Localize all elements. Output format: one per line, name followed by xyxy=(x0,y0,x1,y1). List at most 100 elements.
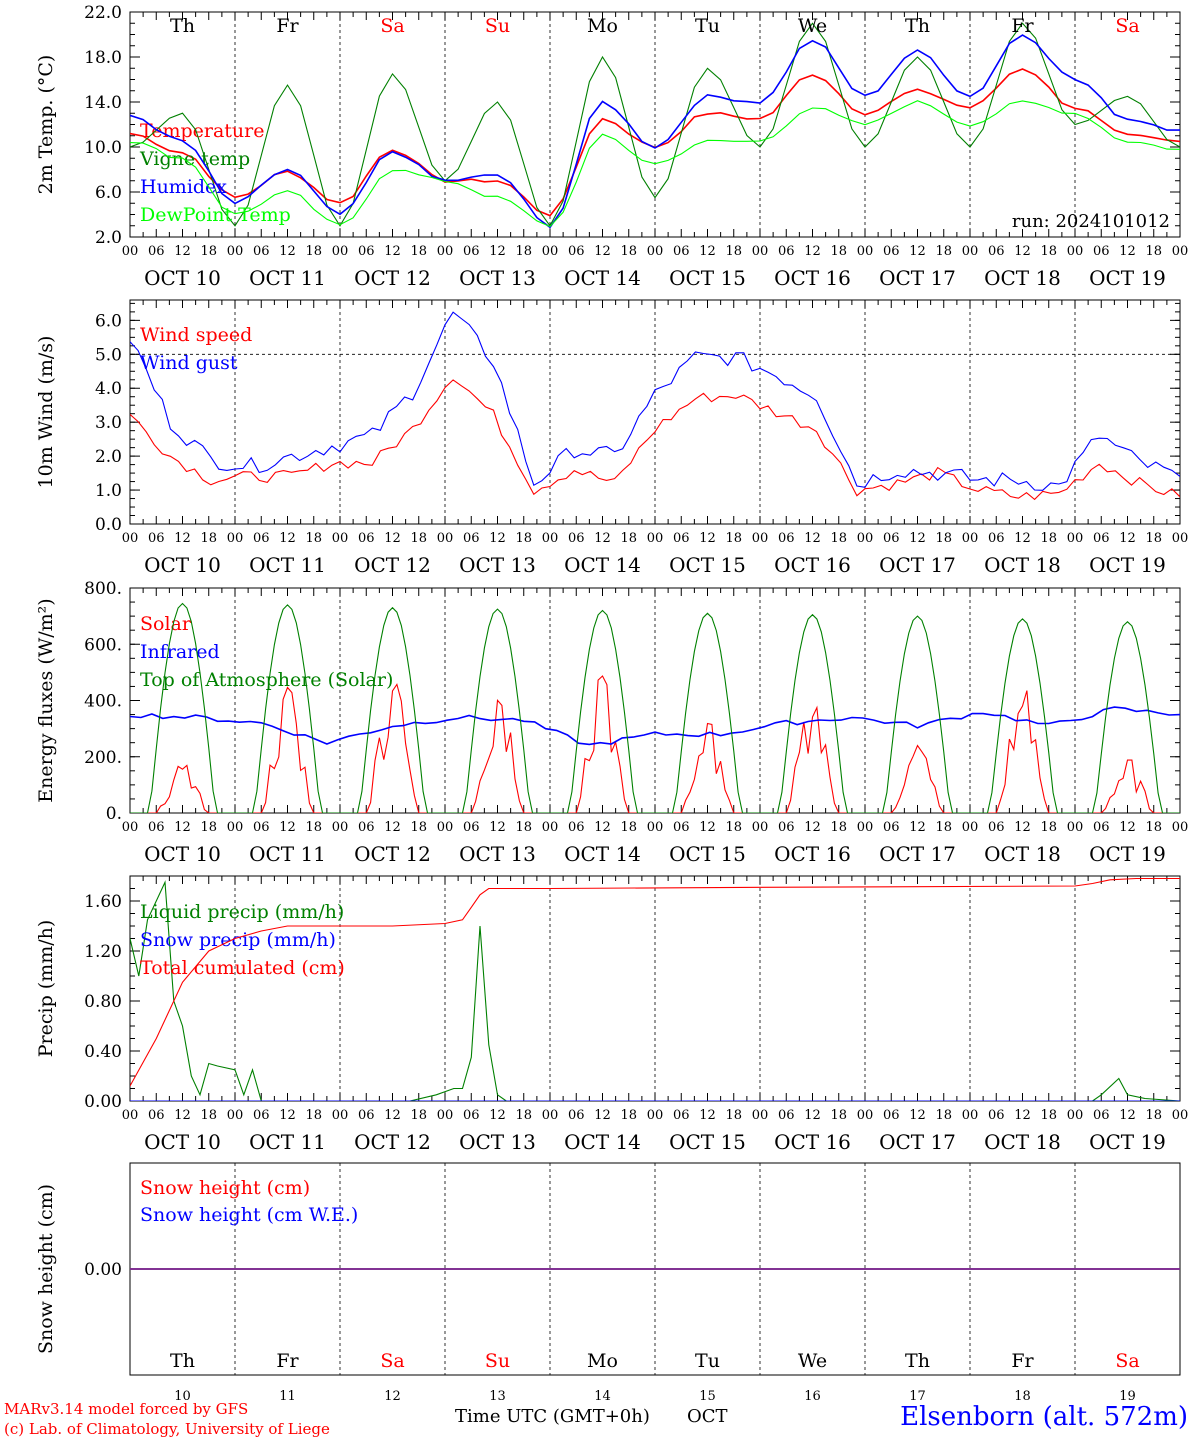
date-label: OCT 15 xyxy=(669,266,746,290)
date-label: OCT 16 xyxy=(774,266,851,290)
x-tick-label: 18 xyxy=(935,531,952,546)
x-tick-label: 00 xyxy=(122,244,139,259)
x-tick-label: 00 xyxy=(1067,531,1084,546)
x-tick-label: 00 xyxy=(332,531,349,546)
x-tick-label: 00 xyxy=(1067,1108,1084,1123)
x-tick-label: 12 xyxy=(804,820,821,835)
x-tick-label: 06 xyxy=(253,1108,270,1123)
y-tick-label: 6.0 xyxy=(95,183,122,203)
x-tick-label: 06 xyxy=(883,1108,900,1123)
station-title: Elsenborn (alt. 572m) xyxy=(900,1402,1188,1432)
y-tick-label: 1.0 xyxy=(95,481,122,501)
x-tick-label: 00 xyxy=(857,531,874,546)
x-tick-label: 12 xyxy=(279,244,296,259)
date-label: OCT 12 xyxy=(354,1130,431,1154)
x-tick-label: 00 xyxy=(962,244,979,259)
y-axis-label: Energy fluxes (W/m²) xyxy=(35,598,57,802)
x-tick-label: 12 xyxy=(804,531,821,546)
x-tick-label: 06 xyxy=(253,820,270,835)
x-tick-label: 00 xyxy=(857,244,874,259)
date-label: OCT 19 xyxy=(1089,266,1166,290)
x-tick-label: 18 xyxy=(620,820,637,835)
x-tick-label: 06 xyxy=(883,531,900,546)
x-tick-label: 06 xyxy=(358,244,375,259)
date-label: OCT 18 xyxy=(984,842,1061,866)
panel-2: 00 06 12 18 00 06 12 18 00 06 12 18 00 06 12 18 00 06 12 18… xyxy=(35,299,1188,577)
x-tick-label: 00 xyxy=(647,531,664,546)
weekday-label: Fr xyxy=(1011,15,1034,37)
x-tick-label: 18 xyxy=(620,1108,637,1123)
x-tick-label: 00 xyxy=(332,820,349,835)
x-tick-label: 00 xyxy=(542,1108,559,1123)
date-label: OCT 16 xyxy=(774,553,851,577)
date-label: OCT 12 xyxy=(354,553,431,577)
x-tick-label: 06 xyxy=(1093,1108,1110,1123)
weekday-label: Th xyxy=(905,1350,930,1372)
series-line-humidex xyxy=(130,34,1180,229)
x-tick-label: 00 xyxy=(1172,1108,1189,1123)
x-tick-label: 12 xyxy=(699,820,716,835)
y-axis-label: 2m Temp. (°C) xyxy=(35,55,57,195)
x-tick-label: 18 xyxy=(830,820,847,835)
x-tick-label: 00 xyxy=(752,1108,769,1123)
x-tick-label: 00 xyxy=(647,820,664,835)
legend-entry: Snow precip (mm/h) xyxy=(140,929,336,951)
y-axis-label: Snow height (cm) xyxy=(35,1184,57,1354)
x-tick-label: 12 xyxy=(1014,531,1031,546)
x-tick-label: 00 xyxy=(752,531,769,546)
y-tick-label: 0.40 xyxy=(84,1042,122,1062)
x-tick-label: 12 xyxy=(594,1108,611,1123)
date-label: OCT 18 xyxy=(984,1130,1061,1154)
x-tick-label: 18 xyxy=(830,1108,847,1123)
x-tick-label: 18 xyxy=(725,531,742,546)
x-tick-label: 00 xyxy=(437,820,454,835)
weekday-label: Th xyxy=(905,15,930,37)
day-number-label: 19 xyxy=(1119,1389,1136,1404)
x-tick-label: 18 xyxy=(935,1108,952,1123)
date-label: OCT 19 xyxy=(1089,1130,1166,1154)
weekday-label: Su xyxy=(485,15,510,37)
x-tick-label: 06 xyxy=(358,531,375,546)
date-label: OCT 11 xyxy=(249,842,326,866)
y-tick-label: 600. xyxy=(84,635,122,655)
panel-frame xyxy=(129,299,1181,525)
date-label: OCT 13 xyxy=(459,842,536,866)
x-tick-label: 12 xyxy=(384,820,401,835)
x-tick-label: 18 xyxy=(1145,820,1162,835)
x-tick-label: 06 xyxy=(253,244,270,259)
x-tick-label: 18 xyxy=(725,1108,742,1123)
x-tick-label: 18 xyxy=(515,1108,532,1123)
date-label: OCT 16 xyxy=(774,842,851,866)
date-label: OCT 17 xyxy=(879,266,956,290)
series-line-wind-gust xyxy=(130,311,1180,491)
x-tick-label: 12 xyxy=(384,244,401,259)
panel-4: 00 06 12 18 00 06 12 18 00 06 12 18 00 06 12 18 00 06 12 18… xyxy=(35,875,1189,1154)
weekday-label: Su xyxy=(485,1350,510,1372)
legend-entry: DewPoint Temp xyxy=(140,204,291,226)
series-line-top-of-atmosphere-solar- xyxy=(130,602,1180,813)
x-tick-label: 18 xyxy=(1040,244,1057,259)
x-tick-label: 06 xyxy=(778,531,795,546)
y-tick-label: 22.0 xyxy=(84,3,122,23)
x-tick-label: 12 xyxy=(699,531,716,546)
day-number-label: 10 xyxy=(174,1389,191,1404)
legend-entry: Solar xyxy=(140,613,192,635)
x-tick-label: 06 xyxy=(1093,820,1110,835)
x-tick-label: 00 xyxy=(1067,820,1084,835)
date-label: OCT 14 xyxy=(564,842,641,866)
x-tick-label: 00 xyxy=(227,820,244,835)
day-number-label: 16 xyxy=(804,1389,821,1404)
day-number-label: 17 xyxy=(909,1389,926,1404)
weekday-label: Th xyxy=(170,1350,195,1372)
x-tick-label: 18 xyxy=(200,820,217,835)
day-number-label: 13 xyxy=(489,1389,506,1404)
x-tick-label: 12 xyxy=(279,820,296,835)
weekday-label: Mo xyxy=(587,15,618,37)
x-tick-label: 12 xyxy=(699,244,716,259)
y-tick-label: 3.0 xyxy=(95,413,122,433)
x-tick-label: 12 xyxy=(489,244,506,259)
legend-entry: Vigne temp xyxy=(139,148,250,170)
x-tick-label: 12 xyxy=(174,1108,191,1123)
day-number-label: 18 xyxy=(1014,1389,1031,1404)
